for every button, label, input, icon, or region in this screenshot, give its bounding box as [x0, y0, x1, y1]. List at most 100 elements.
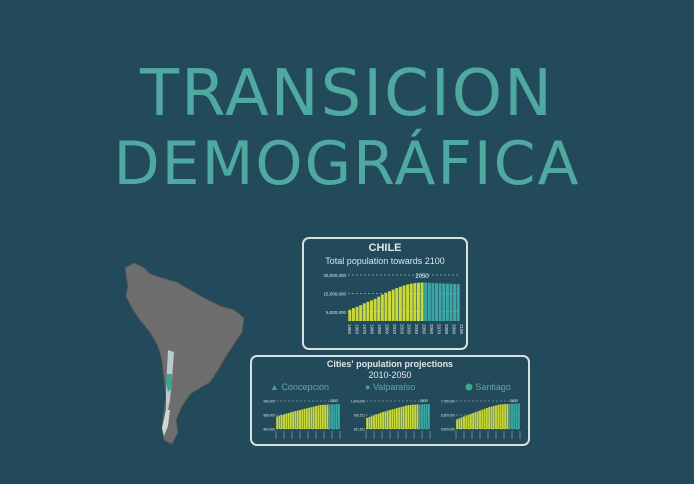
bar	[416, 282, 420, 321]
bar	[405, 405, 407, 429]
x-tick-label: 2040	[414, 324, 419, 335]
bar	[373, 298, 377, 321]
bar	[321, 404, 324, 429]
bar	[328, 404, 331, 429]
x-tick-label: 2000	[384, 324, 389, 335]
bar	[418, 404, 421, 429]
bar	[310, 407, 313, 429]
bar	[497, 404, 500, 429]
triangle-icon: ▲	[270, 382, 279, 392]
bar	[278, 415, 281, 429]
bar	[301, 409, 304, 429]
y-tick-label: 1,000,000	[351, 400, 365, 404]
bar	[382, 411, 385, 429]
chile-region-south	[162, 410, 170, 436]
legend-santiago: ⬢ Santiago	[465, 382, 511, 393]
concepcion-bar-chart: 960,000 880,000 800,000 2037	[263, 399, 341, 439]
bar	[395, 288, 399, 321]
bar	[407, 405, 410, 429]
x-tick-label: 2060	[429, 324, 434, 335]
bar	[421, 404, 423, 429]
bar	[384, 411, 387, 429]
bar	[398, 407, 401, 429]
bar	[337, 404, 340, 429]
bar	[445, 283, 449, 321]
bar	[499, 404, 502, 429]
bar	[333, 404, 336, 429]
cities-title: Cities' population projections	[326, 359, 454, 369]
bar	[292, 411, 295, 429]
bar	[425, 404, 428, 429]
bar	[324, 404, 327, 429]
bar	[456, 284, 460, 321]
chile-chart-panel: CHILE Total population towards 2100 25,0…	[302, 237, 468, 350]
x-tick-label: 2090	[452, 324, 457, 335]
bar	[366, 301, 370, 321]
legend-valparaiso: ● Valparaíso	[365, 382, 415, 392]
bar	[474, 412, 477, 429]
bar	[375, 414, 378, 429]
bar	[504, 404, 507, 429]
chile-bar-chart: 25,000,000 15,000,000 5,000,000 2050 1950 196…	[323, 273, 464, 335]
legend-label: Valparaíso	[372, 382, 416, 392]
bar	[285, 413, 288, 429]
bar	[420, 282, 424, 321]
y-tick-label: 880,000	[263, 414, 275, 418]
bar	[485, 408, 488, 429]
bar	[393, 408, 396, 429]
y-tick-label: 5,000,000	[326, 310, 347, 315]
bar	[331, 404, 333, 429]
y-tick-label: 5,500,000	[441, 428, 455, 432]
bar	[409, 283, 413, 321]
bar	[386, 410, 389, 429]
x-tick-label: 2080	[444, 324, 449, 335]
bar	[362, 303, 366, 321]
bar	[366, 417, 369, 429]
y-tick-label: 910,511	[354, 414, 366, 418]
annotation-label: 2050	[415, 274, 429, 280]
valparaiso-bar-chart: 1,000,000 910,511 821,511 2037	[351, 399, 431, 439]
bar	[379, 412, 382, 429]
bar	[501, 404, 504, 429]
y-tick-label: 7,750,000	[441, 400, 455, 404]
bar	[391, 409, 394, 429]
bar	[289, 412, 292, 429]
bar	[283, 414, 285, 429]
bar	[355, 306, 359, 321]
legend-concepcion: ▲ Concepción	[270, 382, 329, 392]
y-tick-label: 6,500,000	[441, 414, 455, 418]
bar	[296, 410, 299, 429]
bar	[449, 283, 453, 321]
bar	[280, 415, 283, 429]
x-tick-label: 2020	[399, 324, 404, 335]
bar	[373, 415, 375, 429]
bar	[495, 405, 497, 429]
bar	[469, 413, 472, 429]
bar	[391, 289, 395, 321]
bar	[384, 292, 388, 321]
title-line-1: TRANSICION	[140, 57, 554, 131]
bar	[453, 284, 457, 321]
cities-subtitle: 2010-2050	[368, 370, 412, 380]
y-tick-label: 800,000	[263, 428, 275, 432]
x-tick-label: 1960	[354, 324, 359, 335]
bar	[467, 414, 470, 429]
bar	[299, 409, 301, 429]
bar	[369, 300, 373, 321]
bar	[515, 403, 518, 429]
bar	[488, 407, 491, 429]
bar	[465, 415, 468, 429]
bar	[481, 409, 484, 429]
bar	[402, 285, 406, 321]
hexagon-icon: ⬢	[465, 382, 473, 392]
bar	[490, 406, 493, 429]
bar	[442, 283, 446, 321]
bar	[511, 403, 513, 429]
bar	[513, 403, 516, 429]
circle-icon: ●	[365, 382, 371, 392]
bar	[492, 406, 495, 429]
bar	[348, 309, 352, 321]
annotation-label: 2037	[330, 399, 338, 403]
bar	[388, 291, 392, 321]
bar	[508, 403, 511, 429]
